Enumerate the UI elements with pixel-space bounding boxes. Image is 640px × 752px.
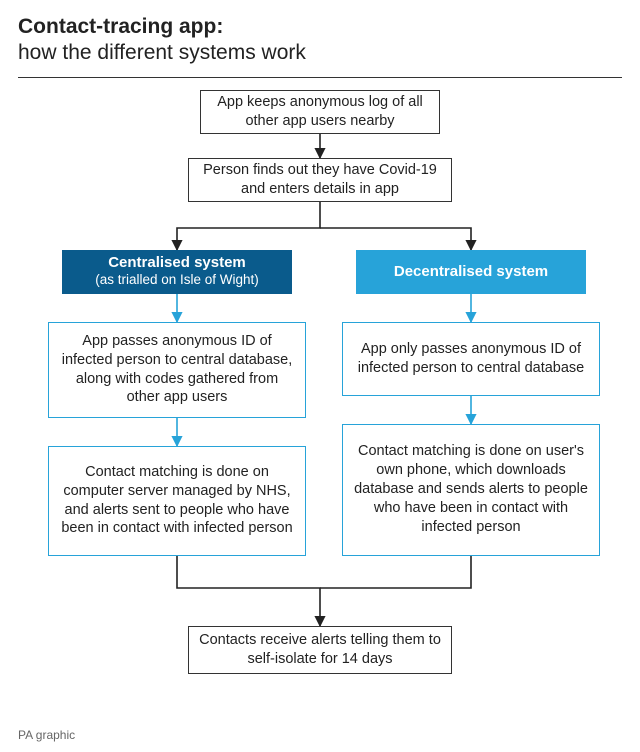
node-covid-entry: Person finds out they have Covid-19 and … (188, 158, 452, 202)
header-decentralised-title: Decentralised system (394, 263, 548, 280)
node-decentralised-2: Contact matching is done on user's own p… (342, 424, 600, 556)
node-decentralised-1: App only passes anonymous ID of infected… (342, 322, 600, 396)
node-log: App keeps anonymous log of all other app… (200, 90, 440, 134)
credit: PA graphic (18, 728, 75, 742)
title-sub: how the different systems work (18, 40, 622, 66)
node-centralised-2: Contact matching is done on computer ser… (48, 446, 306, 556)
header-centralised: Centralised system (as trialled on Isle … (62, 250, 292, 294)
node-centralised-1: App passes anonymous ID of infected pers… (48, 322, 306, 418)
header-centralised-title: Centralised system (108, 254, 246, 273)
title-block: Contact-tracing app: how the different s… (0, 0, 640, 77)
title-bold: Contact-tracing app: (18, 14, 622, 40)
header-decentralised: Decentralised system (356, 250, 586, 294)
header-centralised-sub: (as trialled on Isle of Wight) (95, 272, 259, 289)
node-alerts: Contacts receive alerts telling them to … (188, 626, 452, 674)
flowchart-canvas: App keeps anonymous log of all other app… (0, 78, 640, 708)
